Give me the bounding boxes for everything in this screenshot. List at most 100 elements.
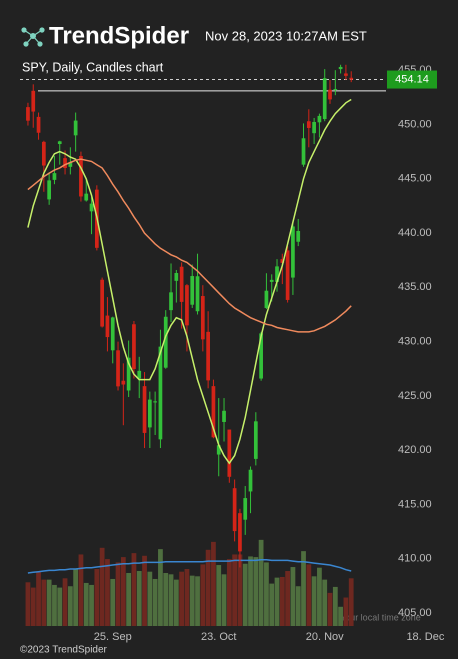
y-tick-label: 420.00 [398,444,432,456]
overlay-line [27,98,352,465]
candle-body [179,266,184,302]
volume-bar [274,577,280,626]
candle-body [47,180,52,200]
volume-bar [168,574,174,626]
candle-body [216,445,221,455]
volume-bar [200,564,206,626]
volume-bar [46,579,52,626]
volume-bar [110,578,116,626]
candle-body [195,276,200,312]
y-tick-label: 410.00 [398,553,432,565]
overlay-line [27,158,352,333]
candle-body [36,116,41,133]
candle-body [200,296,205,340]
volume-bar [317,567,322,626]
volume-bar [285,571,291,626]
volume-bar [52,584,57,626]
candle-body [243,498,248,520]
candle-body [174,273,179,281]
candle-body [301,138,306,165]
volume-bar [89,584,94,626]
candle-body [253,421,258,459]
candle-body [232,488,237,532]
candle-body [259,333,263,379]
x-tick-label: 18. Dec [406,631,444,643]
candle-body [153,401,157,403]
volume-bar [136,571,142,626]
volume-bar [115,562,121,626]
volume-bar [216,565,222,626]
candle-body [41,141,46,166]
volume-bar [57,587,63,626]
brand: TrendSpider [49,22,189,49]
last-price-box [387,70,437,89]
volume-bar [83,582,89,626]
candle-body [169,292,173,311]
volume-bar [25,582,31,626]
y-tick-label: 430.00 [398,336,432,348]
candle-body [79,155,83,197]
volume-bar [338,606,343,626]
candle-body [280,259,285,263]
volume-bar [332,586,338,626]
volume-bar [327,592,333,626]
volume-bar [290,567,296,626]
candle-body [264,290,269,308]
x-tick-label: 20. Nov [306,631,344,643]
copyright: ©2023 TrendSpider [20,645,108,656]
candle-body [73,120,78,136]
volume-bar [269,583,275,626]
volume-bar [120,557,126,626]
volume-bar [94,569,100,626]
candle-body [317,115,322,123]
candle-body [163,316,168,368]
candle-body [147,399,152,428]
volume-bar [131,553,137,626]
candle-body [132,324,136,369]
candle-body [328,89,332,100]
volume-bar [173,579,179,626]
candle-body [158,346,163,440]
volume-bar [221,574,227,626]
volume-bar [78,554,84,626]
candle-body [211,386,216,438]
candle-body [84,193,89,201]
volume-bar [348,578,354,626]
candle-body [312,121,316,134]
volume-bar [36,571,41,626]
candle-body [291,226,295,278]
volume-bar [67,586,73,626]
x-tick-label: 23. Oct [201,631,236,643]
volume-bar [62,578,68,626]
volume-bar [147,571,153,626]
candle-body [105,315,110,338]
candle-body [275,266,279,282]
candle-body [306,121,311,128]
y-tick-label: 445.00 [398,173,432,185]
candle-body [333,88,338,90]
volume-bar [30,587,36,626]
timezone-note: Your local time zone [340,612,421,622]
candle-body [349,77,354,80]
candle-body [31,90,36,112]
volume-bar [343,597,349,626]
candle-body [26,107,30,121]
candle-body [100,279,104,327]
y-tick-label: 440.00 [398,227,432,239]
x-tick-label: 25. Sep [94,631,132,643]
y-tick-label: 435.00 [398,281,432,293]
volume-bar [142,555,147,626]
volume-bar [158,549,163,626]
y-tick-label: 425.00 [398,390,432,402]
volume-bar [189,575,195,626]
candle-body [227,429,232,477]
candle-body [116,350,120,387]
last-price-label: 454.14 [395,73,429,85]
volume-bar [301,551,306,626]
volume-bar [99,547,105,626]
volume-bar [237,554,243,626]
volume-bar [242,563,248,626]
candle-body [121,380,126,385]
